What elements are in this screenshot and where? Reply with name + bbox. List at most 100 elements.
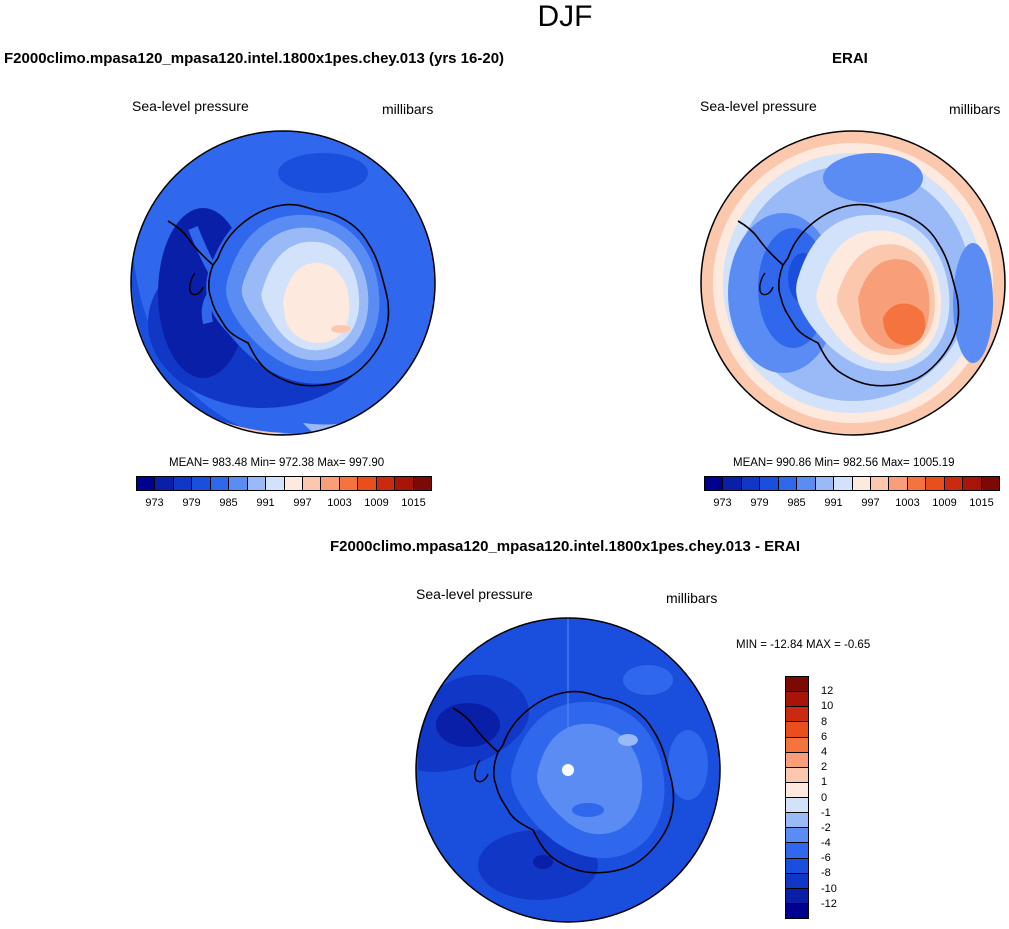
erai-variable-label: Sea-level pressure [700, 98, 817, 114]
diff-colorbar-ticks: 12 10 8 6 4 2 1 0 -1 -2 -4 -6 -8 -10 -12 [785, 676, 845, 919]
colorbar-tick-label: 979 [750, 497, 769, 509]
colorbar-tick-label: 10 [821, 700, 834, 713]
colorbar-swatch [395, 477, 414, 490]
colorbar-tick-label: 1015 [401, 497, 426, 509]
colorbar-swatch [786, 858, 808, 874]
colorbar-tick-label: -8 [821, 867, 831, 880]
colorbar-swatch [907, 477, 927, 490]
colorbar-swatch [137, 477, 156, 490]
colorbar-tick-label: -6 [821, 852, 831, 865]
colorbar-swatch [944, 477, 964, 490]
erai-map-border [700, 130, 1006, 436]
colorbar-tick-label: 985 [219, 497, 238, 509]
colorbar-tick-label: 973 [713, 497, 732, 509]
colorbar-tick-label: 985 [787, 497, 806, 509]
colorbar-tick-label: 979 [182, 497, 201, 509]
colorbar-swatch [981, 477, 999, 490]
erai-slp-map [700, 130, 1006, 436]
diff-stats: MIN = -12.84 MAX = -0.65 [736, 639, 871, 651]
colorbar-tick-label: 1015 [969, 497, 994, 509]
colorbar-swatch [786, 692, 808, 708]
model-units-label: millibars [382, 101, 434, 117]
colorbar-swatch [786, 903, 808, 918]
colorbar-swatch [786, 767, 808, 783]
colorbar-swatch [358, 477, 377, 490]
colorbar-swatch [723, 477, 742, 490]
model-colorbar-ticks: 973 979 985 991 997 1003 1009 1015 [136, 497, 432, 511]
erai-colorbar-ticks: 973 979 985 991 997 1003 1009 1015 [704, 497, 1000, 511]
colorbar-swatch [247, 477, 267, 490]
colorbar-swatch [786, 798, 808, 814]
colorbar-swatch [339, 477, 359, 490]
pole-marker [562, 764, 574, 776]
colorbar-swatch [210, 477, 230, 490]
colorbar-tick-label: -10 [821, 882, 837, 895]
colorbar-swatch [741, 477, 761, 490]
colorbar-swatch [815, 477, 835, 490]
colorbar-swatch [786, 752, 808, 768]
colorbar-swatch [284, 477, 303, 490]
colorbar-swatch [786, 888, 808, 904]
colorbar-swatch [786, 843, 808, 859]
colorbar-swatch [229, 477, 248, 490]
diff-units-label: millibars [666, 590, 718, 606]
colorbar-tick-label: 0 [821, 791, 828, 804]
colorbar-tick-label: -2 [821, 821, 831, 834]
erai-panel-title: ERAI [832, 50, 868, 67]
colorbar-swatch [786, 828, 808, 844]
diff-coastline [493, 690, 675, 874]
colorbar-swatch [786, 782, 808, 798]
model-panel-title: F2000climo.mpasa120_mpasa120.intel.1800x… [4, 50, 505, 67]
colorbar-swatch [834, 477, 853, 490]
colorbar-swatch [173, 477, 193, 490]
colorbar-swatch [192, 477, 211, 490]
colorbar-tick-label: 991 [256, 497, 275, 509]
diff-map-border [415, 617, 721, 923]
colorbar-tick-label: -12 [821, 897, 837, 910]
model-variable-label: Sea-level pressure [132, 98, 249, 114]
colorbar-swatch [155, 477, 174, 490]
colorbar-tick-label: 4 [821, 745, 828, 758]
colorbar-swatch [786, 677, 808, 693]
model-slp-map [130, 130, 436, 436]
diff-slp-map [415, 617, 721, 923]
colorbar-tick-label: 8 [821, 715, 828, 728]
model-colorbar [136, 476, 432, 491]
model-map-border [130, 130, 436, 436]
erai-units-label: millibars [949, 101, 1001, 117]
colorbar-swatch [889, 477, 908, 490]
colorbar-swatch [705, 477, 724, 490]
colorbar-tick-label: 6 [821, 730, 828, 743]
colorbar-swatch [760, 477, 779, 490]
colorbar-swatch [413, 477, 431, 490]
colorbar-swatch [786, 707, 808, 723]
model-stats: MEAN= 983.48 Min= 972.38 Max= 997.90 [169, 457, 385, 469]
colorbar-swatch [852, 477, 871, 490]
colorbar-tick-label: 1003 [327, 497, 352, 509]
colorbar-swatch [302, 477, 322, 490]
colorbar-tick-label: 1003 [895, 497, 920, 509]
colorbar-swatch [926, 477, 945, 490]
colorbar-tick-label: 2 [821, 761, 828, 774]
colorbar-tick-label: 1 [821, 776, 828, 789]
model-plateau-high [283, 262, 350, 343]
colorbar-tick-label: 1009 [932, 497, 957, 509]
diff-variable-label: Sea-level pressure [416, 586, 533, 602]
colorbar-swatch [376, 477, 396, 490]
season-title: DJF [537, 0, 593, 33]
colorbar-tick-label: 991 [824, 497, 843, 509]
colorbar-swatch [797, 477, 816, 490]
colorbar-swatch [778, 477, 798, 490]
diff-colorbar [785, 676, 809, 919]
colorbar-swatch [786, 813, 808, 829]
diff-min-center [436, 703, 500, 747]
diff-panel-title: F2000climo.mpasa120_mpasa120.intel.1800x… [329, 538, 800, 555]
colorbar-swatch [963, 477, 982, 490]
colorbar-tick-label: -1 [821, 806, 831, 819]
colorbar-tick-label: 973 [145, 497, 164, 509]
colorbar-tick-label: 997 [293, 497, 312, 509]
colorbar-swatch [786, 722, 808, 738]
erai-stats: MEAN= 990.86 Min= 982.56 Max= 1005.19 [733, 457, 955, 469]
colorbar-swatch [786, 873, 808, 889]
colorbar-swatch [870, 477, 890, 490]
